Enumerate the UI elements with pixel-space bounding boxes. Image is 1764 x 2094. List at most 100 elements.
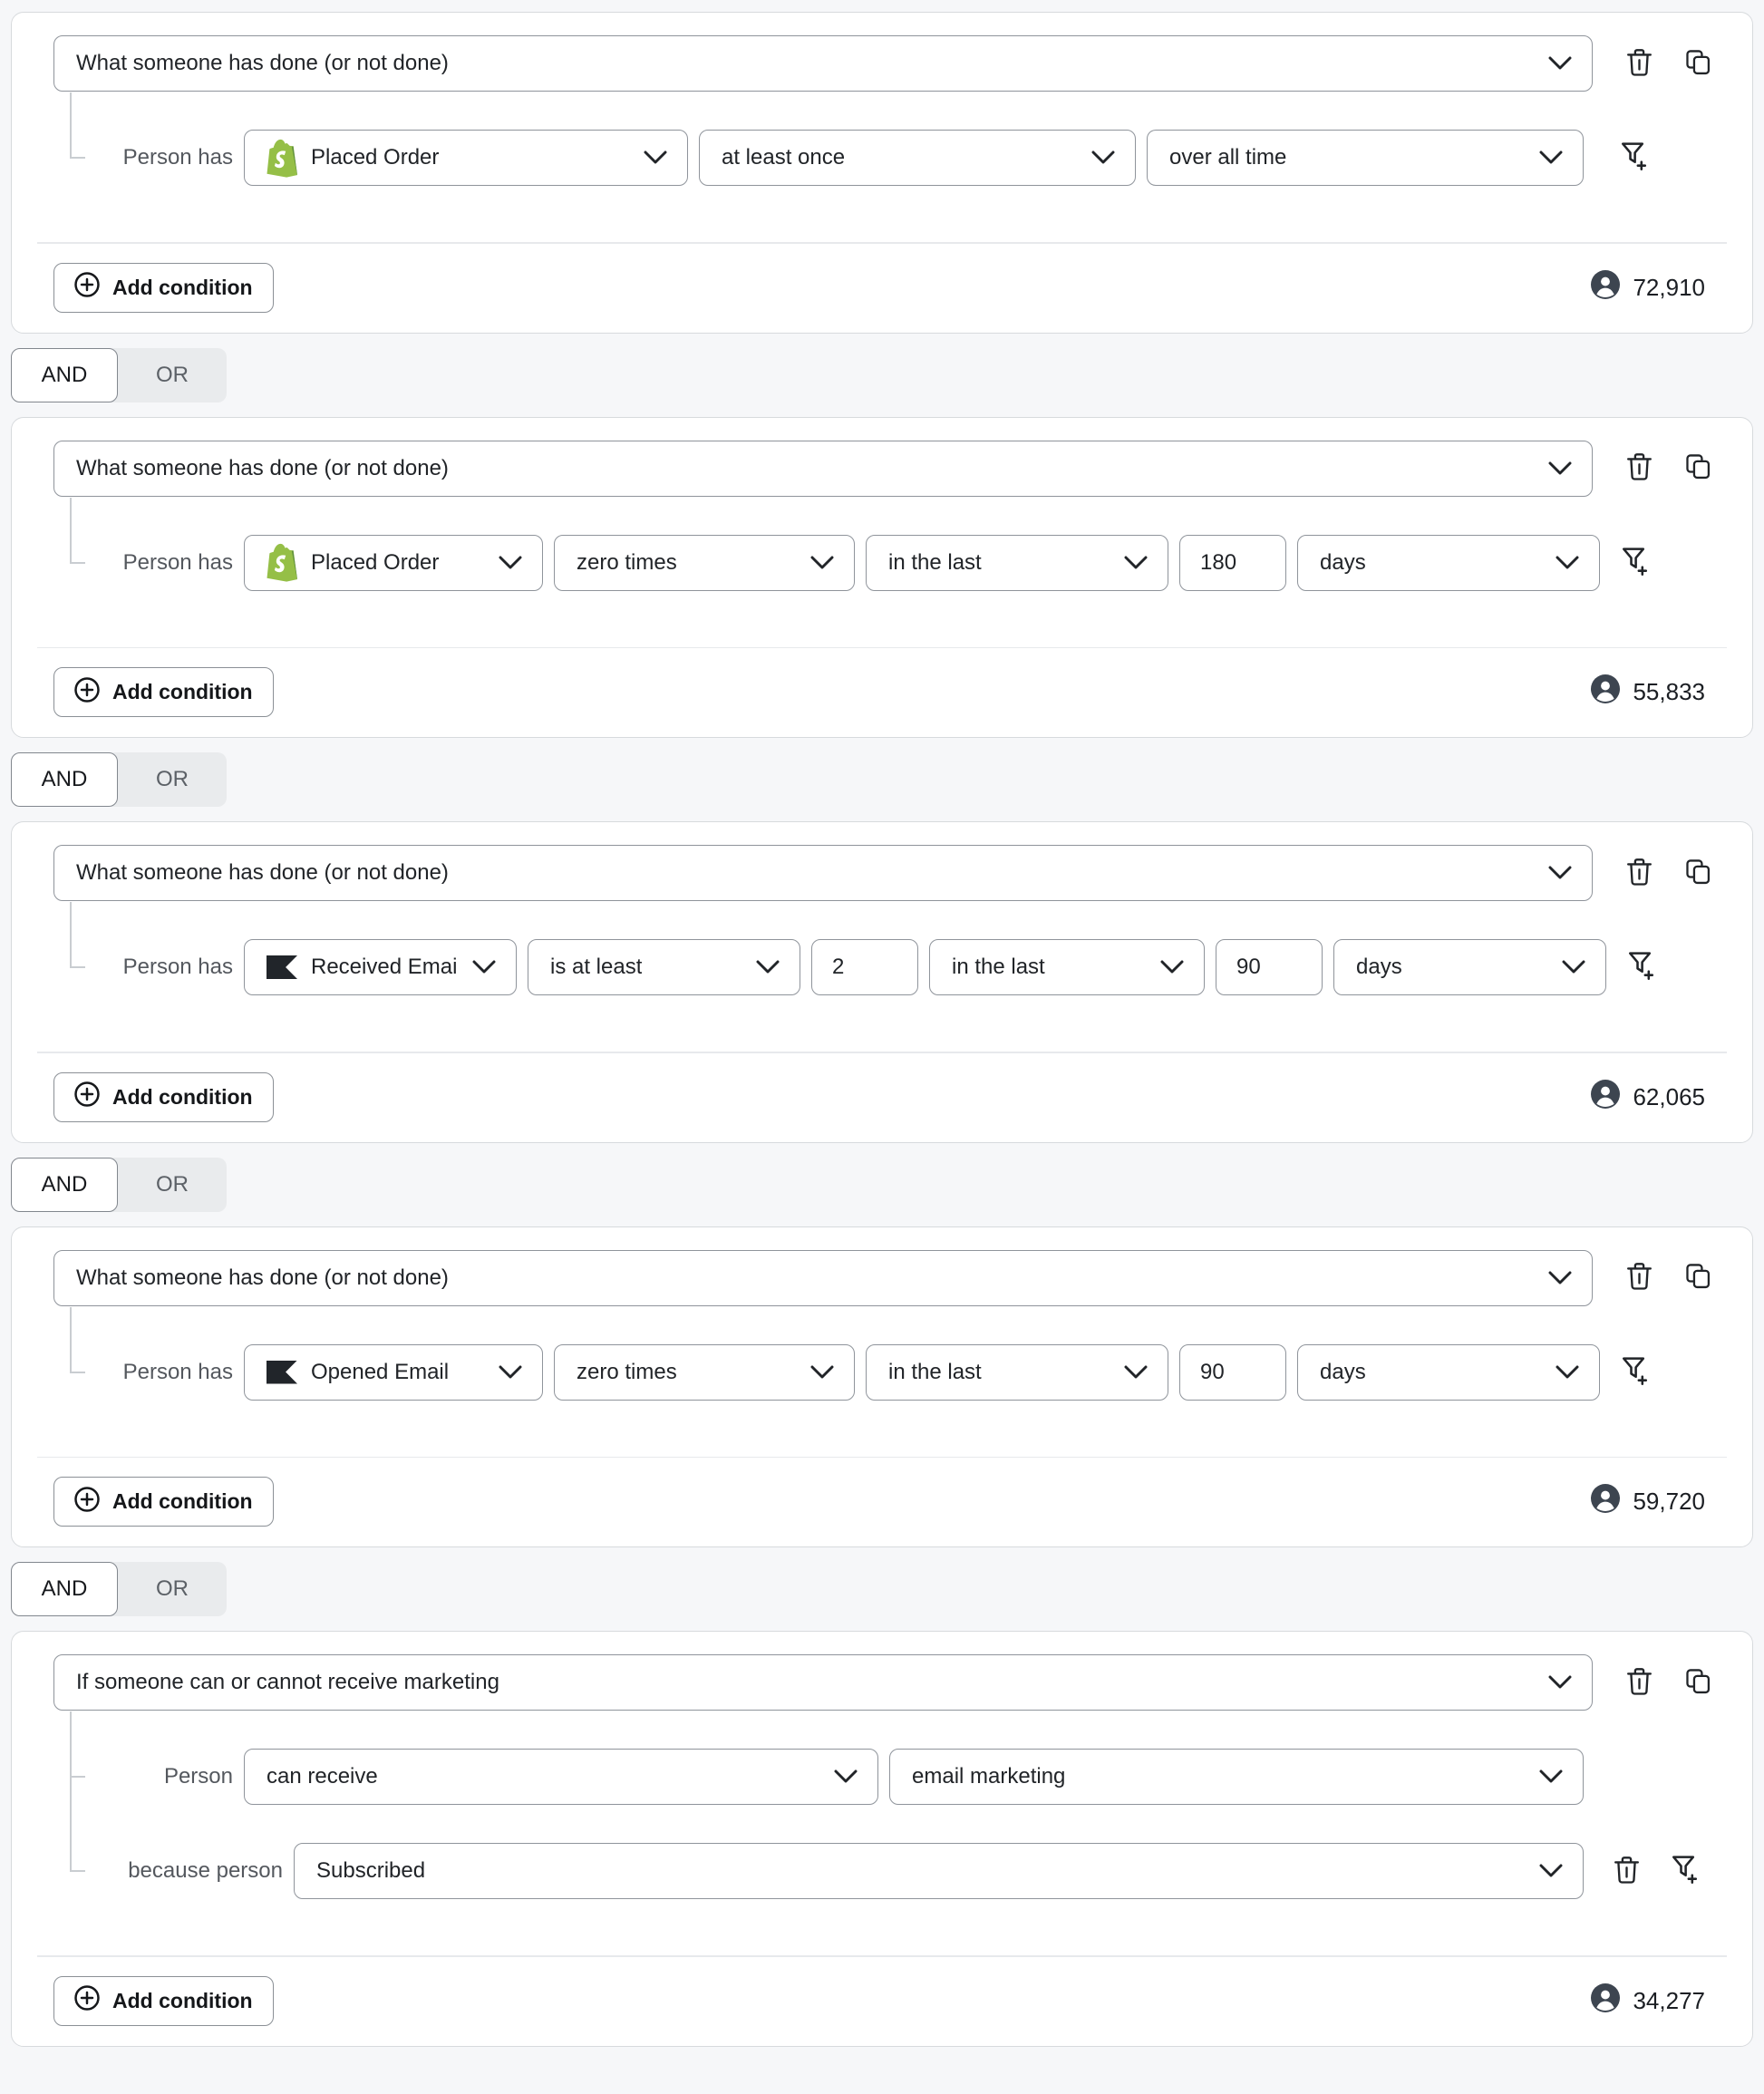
condition-type-select[interactable]: What someone has done (or not done) bbox=[53, 1249, 1593, 1306]
metric-select[interactable]: Opened Email bbox=[244, 1343, 543, 1401]
timeframe-select[interactable]: in the last bbox=[929, 939, 1205, 995]
tree-connector bbox=[70, 1306, 72, 1373]
chevron-down-icon bbox=[834, 1769, 858, 1784]
logic-and-button[interactable]: AND bbox=[11, 347, 118, 402]
quantifier-value: zero times bbox=[577, 1359, 677, 1384]
logic-or-button[interactable]: OR bbox=[156, 1171, 189, 1197]
chevron-down-icon bbox=[1091, 150, 1115, 165]
tree-connector bbox=[70, 561, 85, 564]
metric-value: Received Email bbox=[311, 955, 458, 979]
add-condition-button[interactable]: Add condition bbox=[53, 1071, 274, 1122]
chevron-down-icon bbox=[1539, 150, 1563, 165]
timeframe-select[interactable]: in the last bbox=[866, 534, 1168, 591]
tree-connector bbox=[70, 1776, 85, 1778]
logic-toggle-1: AND OR bbox=[11, 347, 227, 402]
chevron-down-icon bbox=[810, 1365, 834, 1380]
duplicate-condition-button[interactable] bbox=[1686, 1668, 1711, 1697]
audience-count-value: 72,910 bbox=[1633, 273, 1705, 301]
filter-plus-icon bbox=[1621, 142, 1647, 173]
condition-type-select[interactable]: What someone has done (or not done) bbox=[53, 35, 1593, 92]
logic-or-button[interactable]: OR bbox=[156, 362, 189, 387]
amount-input[interactable] bbox=[1216, 939, 1323, 995]
add-filter-button[interactable] bbox=[1622, 1356, 1648, 1388]
copy-icon bbox=[1686, 49, 1711, 78]
quantity-input[interactable] bbox=[811, 939, 918, 995]
timeframe-select[interactable]: over all time bbox=[1147, 130, 1584, 186]
add-condition-button[interactable]: Add condition bbox=[53, 1975, 274, 2026]
reason-select[interactable]: Subscribed bbox=[294, 1843, 1584, 1899]
logic-or-button[interactable]: OR bbox=[156, 1576, 189, 1601]
duplicate-condition-button[interactable] bbox=[1686, 858, 1711, 887]
quantifier-select[interactable]: at least once bbox=[699, 130, 1136, 186]
quantifier-select[interactable]: zero times bbox=[554, 534, 855, 591]
add-filter-button[interactable] bbox=[1621, 142, 1647, 173]
logic-toggle-4: AND OR bbox=[11, 1562, 227, 1616]
channel-select[interactable]: email marketing bbox=[889, 1749, 1584, 1805]
trash-icon bbox=[1627, 48, 1652, 79]
unit-select[interactable]: days bbox=[1297, 1343, 1600, 1401]
unit-select[interactable]: days bbox=[1297, 534, 1600, 591]
audience-count-value: 62,065 bbox=[1633, 1082, 1705, 1110]
copy-icon bbox=[1686, 858, 1711, 887]
delete-condition-button[interactable] bbox=[1627, 453, 1652, 483]
delete-row-button[interactable] bbox=[1614, 1856, 1639, 1886]
chevron-down-icon bbox=[499, 556, 522, 570]
condition-type-select[interactable]: What someone has done (or not done) bbox=[53, 440, 1593, 497]
metric-select[interactable]: Placed Order bbox=[244, 534, 543, 591]
metric-select[interactable]: Placed Order bbox=[244, 130, 688, 186]
logic-or-button[interactable]: OR bbox=[156, 767, 189, 791]
metric-value: Opened Email bbox=[311, 1359, 450, 1384]
timeframe-value: over all time bbox=[1169, 145, 1287, 170]
add-filter-button[interactable] bbox=[1622, 547, 1648, 578]
amount-input[interactable] bbox=[1179, 534, 1286, 591]
duplicate-condition-button[interactable] bbox=[1686, 49, 1711, 78]
condition-type-select[interactable]: What someone has done (or not done) bbox=[53, 845, 1593, 901]
add-condition-label: Add condition bbox=[112, 1489, 253, 1513]
quantifier-select[interactable]: is at least bbox=[528, 939, 800, 995]
logic-and-button[interactable]: AND bbox=[11, 1562, 118, 1616]
delete-condition-button[interactable] bbox=[1627, 48, 1652, 79]
filter-plus-icon bbox=[1628, 952, 1654, 983]
delete-condition-button[interactable] bbox=[1627, 1263, 1652, 1293]
add-filter-button[interactable] bbox=[1672, 1856, 1698, 1886]
reason-value: Subscribed bbox=[316, 1858, 426, 1883]
trash-icon bbox=[1627, 1667, 1652, 1698]
timeframe-select[interactable]: in the last bbox=[866, 1343, 1168, 1401]
tree-connector bbox=[70, 966, 85, 968]
row-label: Person bbox=[163, 1764, 233, 1789]
row-label: Person has bbox=[122, 955, 233, 979]
audience-count-value: 59,720 bbox=[1633, 1488, 1705, 1515]
metric-select[interactable]: Received Email bbox=[244, 939, 517, 995]
duplicate-condition-button[interactable] bbox=[1686, 1264, 1711, 1292]
logic-and-button[interactable]: AND bbox=[11, 1157, 118, 1212]
quantifier-value: at least once bbox=[722, 145, 846, 170]
audience-count-value: 55,833 bbox=[1633, 678, 1705, 705]
delete-condition-button[interactable] bbox=[1627, 1667, 1652, 1698]
logic-and-button[interactable]: AND bbox=[11, 752, 118, 807]
person-icon bbox=[1591, 269, 1621, 305]
divider bbox=[37, 242, 1727, 244]
chevron-down-icon bbox=[499, 1365, 522, 1380]
filter-plus-icon bbox=[1622, 547, 1648, 578]
chevron-down-icon bbox=[1539, 1769, 1563, 1784]
amount-input[interactable] bbox=[1179, 1343, 1286, 1401]
add-filter-button[interactable] bbox=[1628, 952, 1654, 983]
add-condition-button[interactable]: Add condition bbox=[53, 1477, 274, 1527]
duplicate-condition-button[interactable] bbox=[1686, 454, 1711, 482]
logic-toggle-3: AND OR bbox=[11, 1157, 227, 1212]
quantifier-select[interactable]: zero times bbox=[554, 1343, 855, 1401]
condition-card-3: What someone has done (or not done) Pers… bbox=[11, 821, 1753, 1143]
condition-type-select[interactable]: If someone can or cannot receive marketi… bbox=[53, 1654, 1593, 1711]
consent-select[interactable]: can receive bbox=[244, 1749, 878, 1805]
add-condition-button[interactable]: Add condition bbox=[53, 667, 274, 717]
add-condition-button[interactable]: Add condition bbox=[53, 262, 274, 313]
unit-select[interactable]: days bbox=[1333, 939, 1606, 995]
person-icon bbox=[1591, 674, 1621, 710]
chevron-down-icon bbox=[756, 960, 780, 974]
delete-condition-button[interactable] bbox=[1627, 858, 1652, 888]
condition-type-value: What someone has done (or not done) bbox=[76, 860, 449, 885]
audience-count: 62,065 bbox=[1591, 1079, 1705, 1115]
chevron-down-icon bbox=[472, 960, 496, 974]
row-label: Person has bbox=[122, 1359, 233, 1384]
chevron-down-icon bbox=[1124, 1365, 1148, 1380]
